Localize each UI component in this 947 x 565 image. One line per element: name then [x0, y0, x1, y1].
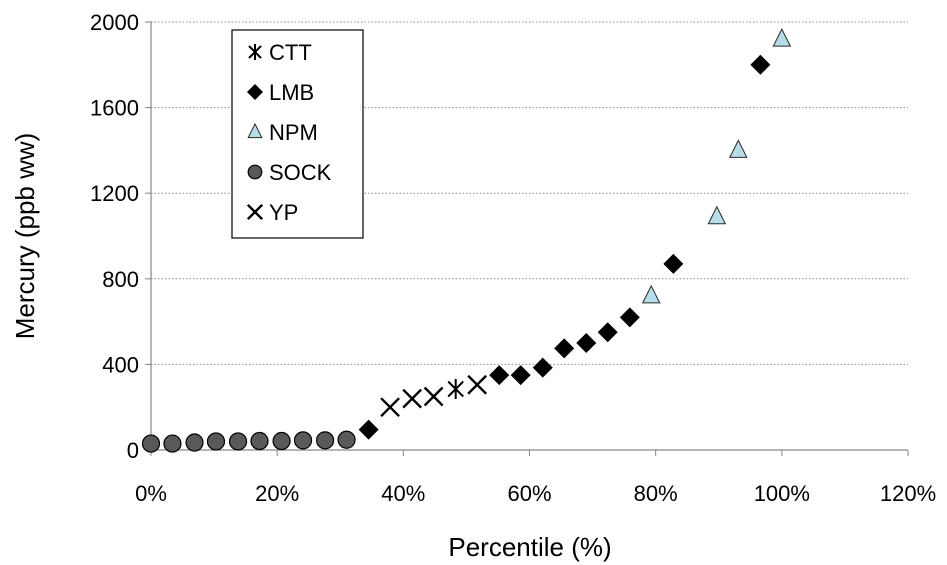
- data-point-lmb: [619, 307, 640, 328]
- legend-label-sock: SOCK: [269, 160, 332, 185]
- data-point-sock: [272, 431, 291, 451]
- data-point-lmb: [510, 365, 531, 386]
- x-tick-label: 0%: [135, 481, 167, 506]
- legend: CTT LMB NPM SOCK YP: [231, 29, 364, 239]
- data-point-lmb: [532, 357, 553, 378]
- legend-label-npm: NPM: [269, 120, 318, 145]
- data-point-ctt: [447, 379, 464, 400]
- y-tick-label: 0: [127, 438, 139, 463]
- x-tick-label: 60%: [507, 481, 551, 506]
- data-point-yp: [402, 388, 423, 409]
- data-point-lmb: [663, 253, 684, 274]
- data-point-lmb: [750, 54, 771, 75]
- legend-marker-npm: [247, 122, 263, 139]
- data-point-sock: [185, 433, 204, 452]
- data-point-sock: [316, 431, 335, 450]
- y-tick-label: 400: [102, 352, 139, 377]
- legend-marker-yp: [246, 203, 264, 221]
- data-point-sock: [250, 431, 269, 451]
- data-points: [141, 28, 792, 453]
- data-point-sock: [337, 430, 356, 449]
- y-axis-label: Mercury (ppb ww): [10, 133, 40, 340]
- legend-label-yp: YP: [269, 200, 298, 225]
- data-point-sock: [141, 434, 161, 453]
- y-tick-label: 1600: [90, 96, 139, 121]
- legend-marker-ctt: [248, 44, 262, 60]
- legend-marker-sock: [247, 164, 263, 180]
- x-tick-label: 100%: [754, 481, 810, 506]
- x-axis-label: Percentile (%): [448, 532, 611, 562]
- y-tick-label: 1200: [90, 181, 139, 206]
- data-point-sock: [206, 432, 226, 451]
- data-point-lmb: [576, 333, 597, 353]
- data-point-lmb: [489, 365, 510, 386]
- x-tick-label: 20%: [255, 481, 299, 506]
- data-point-yp: [380, 397, 400, 418]
- legend-label-ctt: CTT: [269, 40, 312, 65]
- legend-label-lmb: LMB: [269, 80, 314, 105]
- y-tick-label: 800: [102, 267, 139, 292]
- data-point-sock: [163, 434, 182, 453]
- data-point-sock: [228, 432, 248, 451]
- data-point-yp: [467, 374, 487, 395]
- data-point-lmb: [597, 322, 618, 343]
- x-tick-label: 40%: [381, 481, 425, 506]
- data-point-yp: [423, 386, 444, 407]
- data-point-npm: [707, 205, 727, 225]
- data-point-npm: [728, 139, 748, 158]
- data-point-lmb: [554, 338, 575, 359]
- data-point-sock: [293, 431, 313, 450]
- legend-marker-lmb: [247, 84, 263, 100]
- data-point-npm: [641, 284, 661, 304]
- y-tick-label: 2000: [90, 10, 139, 35]
- data-point-npm: [772, 28, 792, 47]
- x-tick-label: 120%: [880, 481, 936, 506]
- tick-labels: 0 400 800 1200 1600 2000 0% 20% 40% 60% 80% 100% 120…: [90, 10, 936, 506]
- data-point-lmb: [358, 419, 379, 440]
- x-tick-label: 80%: [634, 481, 678, 506]
